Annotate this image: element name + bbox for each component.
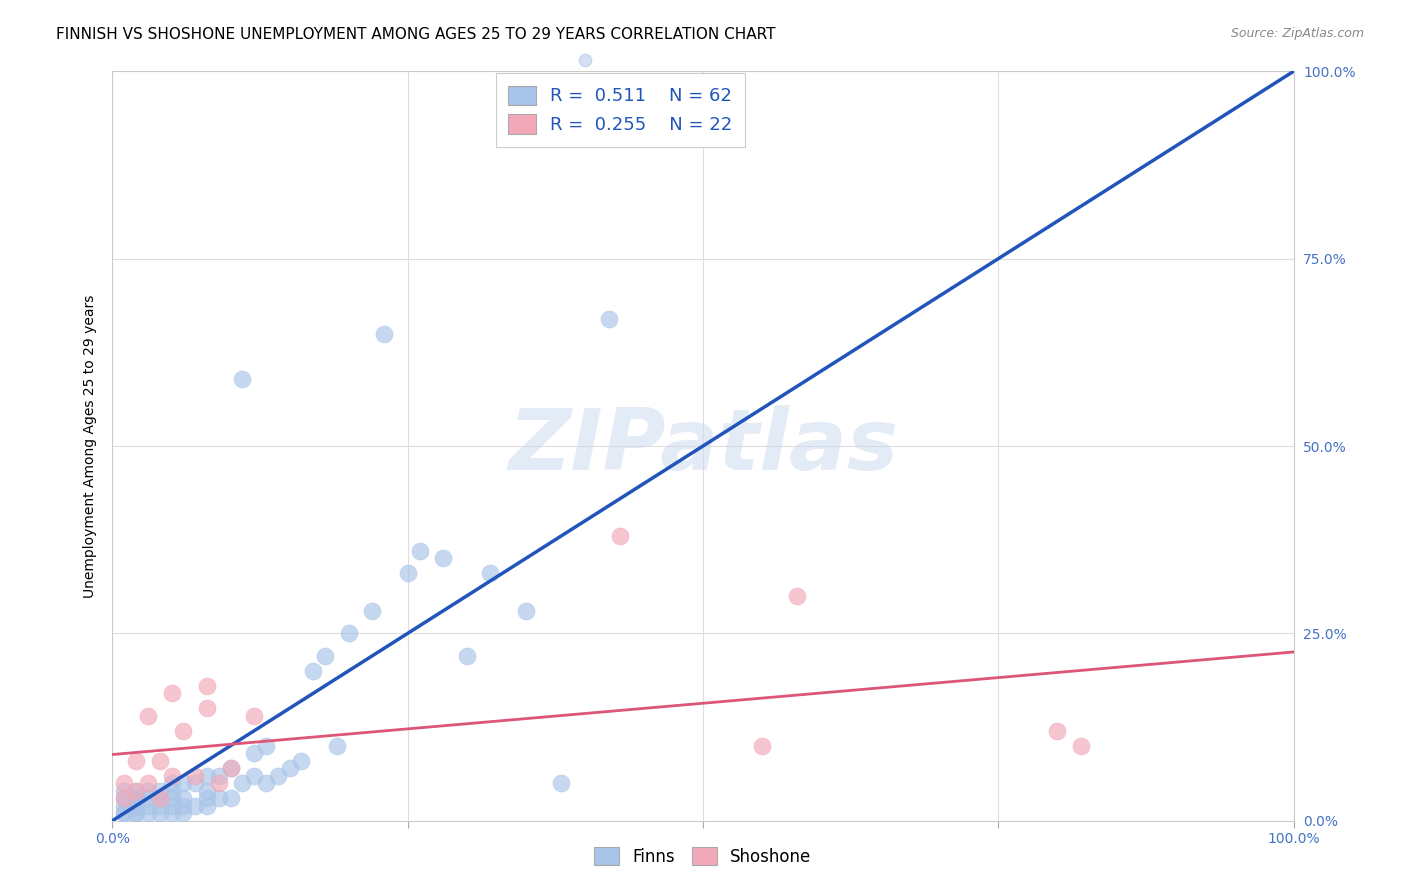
Point: [208, 791, 231, 805]
Point: [550, 776, 572, 790]
Point: [479, 566, 502, 581]
Point: [160, 798, 183, 813]
Point: [136, 791, 159, 805]
Point: [515, 604, 537, 618]
Point: [1070, 739, 1092, 753]
Point: [302, 664, 325, 678]
Point: [125, 798, 148, 813]
Point: [112, 783, 135, 797]
Point: [751, 739, 773, 753]
Point: [125, 806, 148, 821]
Point: [125, 754, 148, 768]
Y-axis label: Unemployment Among Ages 25 to 29 years: Unemployment Among Ages 25 to 29 years: [83, 294, 97, 598]
Text: ZIPatlas: ZIPatlas: [508, 404, 898, 488]
Point: [172, 798, 194, 813]
Point: [243, 769, 266, 783]
Point: [195, 679, 218, 693]
Point: [456, 648, 478, 663]
Point: [160, 783, 183, 797]
Point: [243, 746, 266, 760]
Point: [112, 791, 135, 805]
Point: [314, 648, 336, 663]
Point: [184, 776, 207, 790]
Point: [149, 791, 172, 805]
Point: [195, 701, 218, 715]
Point: [219, 761, 242, 775]
Point: [136, 708, 159, 723]
Point: [112, 776, 135, 790]
Point: [231, 776, 253, 790]
Point: [195, 783, 218, 797]
Point: [208, 776, 231, 790]
Point: [195, 791, 218, 805]
Point: [125, 791, 148, 805]
Point: [172, 723, 194, 738]
Point: [112, 806, 135, 821]
Point: [149, 754, 172, 768]
Legend: Finns, Shoshone: Finns, Shoshone: [588, 840, 818, 872]
Point: [160, 686, 183, 700]
Point: [195, 769, 218, 783]
Point: [125, 791, 148, 805]
Point: [337, 626, 360, 640]
Point: [219, 761, 242, 775]
Point: [172, 806, 194, 821]
Point: [243, 708, 266, 723]
Point: [136, 776, 159, 790]
Point: [786, 589, 808, 603]
Point: [396, 566, 419, 581]
Point: [149, 783, 172, 797]
Point: [160, 806, 183, 821]
Point: [326, 739, 349, 753]
Point: [160, 776, 183, 790]
Text: FINNISH VS SHOSHONE UNEMPLOYMENT AMONG AGES 25 TO 29 YEARS CORRELATION CHART: FINNISH VS SHOSHONE UNEMPLOYMENT AMONG A…: [56, 27, 776, 42]
Point: [149, 791, 172, 805]
Point: [432, 551, 454, 566]
Point: [125, 806, 148, 821]
Point: [609, 529, 631, 543]
Point: [160, 769, 183, 783]
Point: [149, 798, 172, 813]
Point: [1046, 723, 1069, 738]
Point: [254, 739, 277, 753]
Point: [361, 604, 384, 618]
Point: [408, 544, 430, 558]
Point: [125, 783, 148, 797]
Point: [112, 806, 135, 821]
Point: [125, 783, 148, 797]
Point: [254, 776, 277, 790]
Point: [598, 311, 620, 326]
Point: [278, 761, 301, 775]
Point: [112, 791, 135, 805]
Point: [267, 769, 290, 783]
Point: [195, 798, 218, 813]
Point: [208, 769, 231, 783]
Point: [160, 791, 183, 805]
Point: [125, 798, 148, 813]
Point: [172, 791, 194, 805]
Point: [149, 806, 172, 821]
Point: [184, 769, 207, 783]
Point: [373, 326, 395, 341]
Point: [231, 371, 253, 385]
Point: [136, 798, 159, 813]
Text: Source: ZipAtlas.com: Source: ZipAtlas.com: [1230, 27, 1364, 40]
Point: [136, 783, 159, 797]
Point: [136, 806, 159, 821]
Point: [172, 776, 194, 790]
Point: [219, 791, 242, 805]
Point: [184, 798, 207, 813]
Point: [290, 754, 312, 768]
Point: [112, 798, 135, 813]
